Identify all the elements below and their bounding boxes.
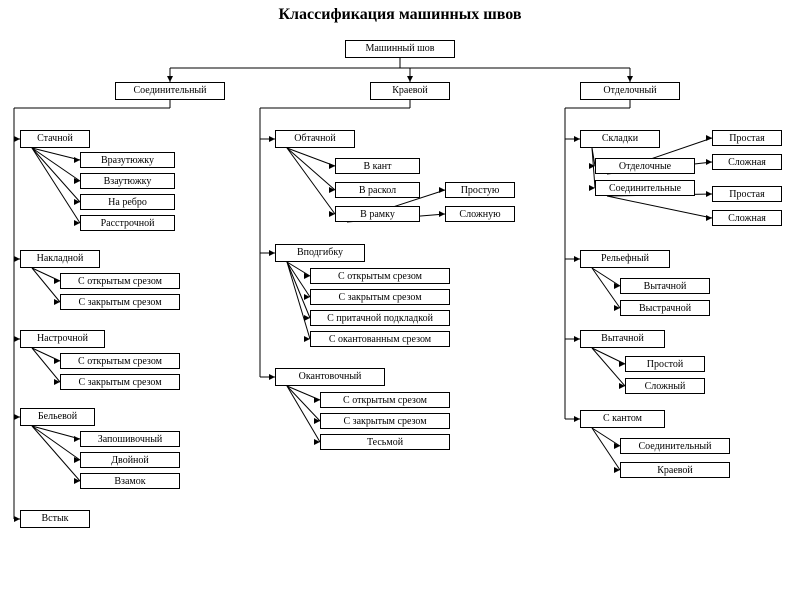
node-stach3: На ребро (80, 194, 175, 210)
node-skl3: Простая (712, 186, 782, 202)
node-okan2: С закрытым срезом (320, 413, 450, 429)
node-obt2: В раскол (335, 182, 420, 198)
node-stach4: Расстрочной (80, 215, 175, 231)
node-stach: Стачной (20, 130, 90, 148)
node-bel3: Взамок (80, 473, 180, 489)
node-skl_soed: Соединительные (595, 180, 695, 196)
node-vpod4: С окантованным срезом (310, 331, 450, 347)
node-rel: Рельефный (580, 250, 670, 268)
node-nastr: Настрочной (20, 330, 105, 348)
node-kant: С кантом (580, 410, 665, 428)
node-skl_otd: Отделочные (595, 158, 695, 174)
node-kant2: Краевой (620, 462, 730, 478)
node-skl: Складки (580, 130, 660, 148)
node-okan: Окантовочный (275, 368, 385, 386)
node-skl2: Сложная (712, 154, 782, 170)
node-skl4: Сложная (712, 210, 782, 226)
node-vpod3: С притачной подкладкой (310, 310, 450, 326)
node-vpod2: С закрытым срезом (310, 289, 450, 305)
node-nakl2: С закрытым срезом (60, 294, 180, 310)
node-vpod: Вподгибку (275, 244, 365, 262)
node-nakl1: С открытым срезом (60, 273, 180, 289)
node-bel: Бельевой (20, 408, 95, 426)
node-root: Машинный шов (345, 40, 455, 58)
node-okan3: Тесьмой (320, 434, 450, 450)
node-stach2: Взаутюжку (80, 173, 175, 189)
node-vpod1: С открытым срезом (310, 268, 450, 284)
node-stach1: Вразутюжку (80, 152, 175, 168)
node-nastr1: С открытым срезом (60, 353, 180, 369)
node-vyt1: Простой (625, 356, 705, 372)
node-obt3a: Простую (445, 182, 515, 198)
node-vstyk: Встык (20, 510, 90, 528)
node-skl1: Простая (712, 130, 782, 146)
node-obt1: В кант (335, 158, 420, 174)
page-title: Классификация машинных швов (0, 6, 800, 24)
node-obt3b: Сложную (445, 206, 515, 222)
node-rel1: Вытачной (620, 278, 710, 294)
node-bel2: Двойной (80, 452, 180, 468)
node-rel2: Выстрачной (620, 300, 710, 316)
node-okan1: С открытым срезом (320, 392, 450, 408)
node-obt: Обтачной (275, 130, 355, 148)
node-join: Соединительный (115, 82, 225, 100)
diagram-page: Классификация машинных швов Машинный шов… (0, 0, 800, 600)
node-bel1: Запошивочный (80, 431, 180, 447)
node-vyt: Вытачной (580, 330, 665, 348)
node-finish: Отделочный (580, 82, 680, 100)
node-edge: Краевой (370, 82, 450, 100)
node-vyt2: Сложный (625, 378, 705, 394)
node-kant1: Соединительный (620, 438, 730, 454)
node-obt3: В рамку (335, 206, 420, 222)
node-nastr2: С закрытым срезом (60, 374, 180, 390)
node-nakl: Накладной (20, 250, 100, 268)
